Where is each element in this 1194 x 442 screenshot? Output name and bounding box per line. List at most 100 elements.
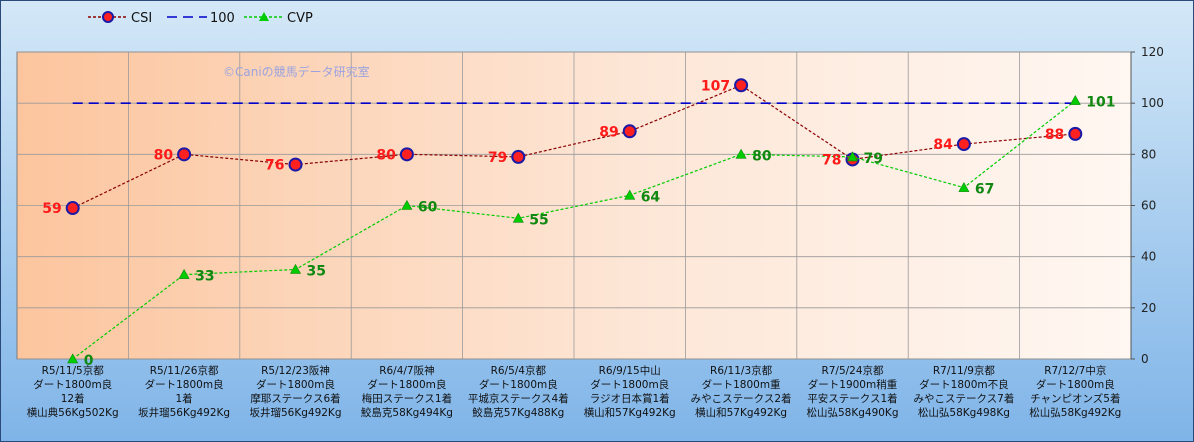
x-tick-label-line: R6/9/15中山 — [599, 364, 661, 377]
x-tick-label-line: みやこステークス7着 — [913, 392, 1014, 405]
point-CSI — [65, 201, 80, 216]
point-CSI — [1068, 126, 1083, 141]
x-tick-label-line: 摩耶ステークス6着 — [250, 392, 340, 405]
legend-item-CSI: CSI — [88, 11, 152, 26]
x-tick-label-line: 横山和57Kg492Kg — [584, 406, 676, 419]
data-label-CSI: 88 — [1045, 127, 1064, 143]
x-axis-labels: R5/11/5京都ダート1800m良12着横山典56Kg502KgR5/11/2… — [27, 364, 1122, 419]
x-tick-label-line: ダート1800m良 — [256, 378, 335, 391]
series-CVP — [67, 94, 1081, 364]
point-CVP — [178, 268, 190, 279]
x-tick-label-line: ダート1800m良 — [1036, 378, 1115, 391]
data-label-CVP: 67 — [975, 182, 994, 198]
point-CSI — [288, 157, 303, 172]
point-CVP — [958, 181, 970, 192]
x-tick-label-line: R7/11/9京都 — [933, 364, 996, 377]
x-tick-label-line: 平城京ステークス4着 — [468, 392, 569, 405]
legend-label: CVP — [287, 11, 313, 26]
point-CSI — [622, 124, 637, 139]
x-tick-label-line: チャンピオンズ5着 — [1030, 392, 1120, 405]
data-label-CSI: 89 — [599, 124, 618, 140]
x-tick-label-line: ダート1800m良 — [479, 378, 558, 391]
x-tick-label-line: ラジオ日本賞1着 — [590, 392, 670, 405]
x-tick-label-line: 梅田ステークス1着 — [362, 392, 452, 405]
y-tick-label: 0 — [1141, 352, 1149, 366]
x-tick-label-line: ダート1800m良 — [590, 378, 669, 391]
x-tick-label-line: R7/12/7中京 — [1044, 364, 1106, 377]
data-label-CVP: 101 — [1086, 95, 1115, 111]
x-tick-label-line: 坂井瑠56Kg492Kg — [249, 406, 341, 419]
y-axis: 0 20 40 60 80 100 120 — [1130, 45, 1164, 366]
x-tick-label-line: ダート1900m稍重 — [808, 378, 897, 391]
x-tick-label-line: R7/5/24京都 — [821, 364, 884, 377]
y-tick-label: 20 — [1141, 301, 1156, 315]
grid-lines — [17, 51, 1131, 360]
y-tick-label: 80 — [1141, 147, 1156, 161]
x-tick-label-line: 松山弘58Kg490Kg — [806, 406, 898, 419]
data-label-CSI: 80 — [154, 147, 174, 163]
point-CVP — [624, 189, 636, 200]
x-tick-label-line: 坂井瑠56Kg492Kg — [138, 406, 230, 419]
point-CSI — [956, 137, 971, 152]
point-CVP — [1069, 94, 1081, 105]
series-line-CVP — [72, 100, 1076, 360]
x-tick-label-line: R5/11/26京都 — [150, 364, 219, 377]
x-tick-label-line: R6/4/7阪神 — [379, 364, 434, 377]
data-label-CVP: 0 — [84, 353, 94, 369]
y-tick-label: 120 — [1141, 45, 1164, 59]
data-label-CVP: 55 — [529, 212, 548, 228]
point-CSI — [511, 149, 526, 164]
x-tick-label-line: 1着 — [176, 392, 193, 405]
x-category-8: R7/11/9京都ダート1800m不良みやこステークス7着松山弘58Kg498K… — [913, 364, 1014, 419]
x-tick-label-line: ダート1800m不良 — [919, 378, 1008, 391]
data-label-CVP: 35 — [307, 263, 326, 279]
point-CVP — [512, 212, 524, 223]
data-label-CSI: 80 — [376, 147, 396, 163]
x-tick-label-line: ダート1800m良 — [33, 378, 112, 391]
x-tick-label-line: R6/5/4京都 — [491, 364, 547, 377]
data-label-CVP: 79 — [864, 151, 883, 167]
data-label-CSI: 76 — [265, 158, 284, 174]
legend: CSI 100 CVP — [88, 11, 313, 26]
x-tick-label-line: 鮫島克58Kg494Kg — [361, 406, 453, 419]
series-line-CSI — [72, 84, 1076, 209]
legend-label: CSI — [131, 11, 152, 26]
data-label-CSI: 107 — [701, 78, 730, 94]
series-layer — [65, 78, 1083, 364]
data-label-CSI: 59 — [42, 201, 61, 217]
x-tick-label-line: 12着 — [61, 392, 85, 405]
x-tick-label-line: R6/11/3京都 — [710, 364, 773, 377]
x-tick-label-line: 横山和57Kg492Kg — [695, 406, 787, 419]
x-tick-label-line: ダート1800m良 — [145, 378, 224, 391]
y-tick-label: 40 — [1141, 250, 1156, 264]
x-tick-label-line: ダート1800m重 — [702, 378, 781, 391]
x-tick-label-line: 平安ステークス1着 — [807, 392, 897, 405]
series-CSI — [65, 78, 1083, 216]
point-CVP — [846, 151, 859, 162]
data-label-CVP: 80 — [752, 148, 772, 164]
point-CVP — [289, 263, 302, 274]
legend-item-100: 100 — [167, 11, 235, 26]
point-CVP — [401, 199, 413, 210]
x-tick-label-line: 松山弘58Kg492Kg — [1029, 406, 1121, 419]
data-label-CVP: 60 — [418, 200, 438, 216]
watermark: ©Caniの競馬データ研究室 — [223, 64, 370, 79]
x-tick-label-line: R5/12/23阪神 — [261, 364, 330, 377]
data-label-CSI: 79 — [488, 150, 507, 166]
data-label-CSI: 78 — [822, 152, 841, 168]
x-tick-label-line: R5/11/5京都 — [42, 364, 105, 377]
point-CVP — [67, 353, 79, 364]
x-tick-label-line: ダート1800m良 — [367, 378, 446, 391]
x-tick-label-line: 横山典56Kg502Kg — [27, 406, 119, 419]
data-labels: 59 80 76 80 79 89 107 78 84 88 0 33 35 60 55 64 80 79 67 10… — [42, 78, 1115, 369]
data-label-CVP: 33 — [195, 269, 214, 285]
